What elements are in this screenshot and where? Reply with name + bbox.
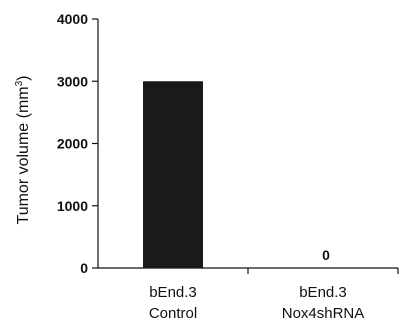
y-axis-title: Tumor volume (mm3) <box>14 76 32 225</box>
y-axis-title-superscript: 3 <box>14 80 25 86</box>
x-axis-labels: bEnd.3 Control bEnd.3 Nox4shRNA <box>149 268 399 322</box>
y-tick-label: 4000 <box>57 11 88 27</box>
bar <box>143 81 203 268</box>
y-tick-label: 0 <box>80 260 88 276</box>
x-category-label-line2: Nox4shRNA <box>282 305 365 322</box>
x-category-label-line1: bEnd.3 <box>299 284 347 301</box>
y-tick-label: 2000 <box>57 136 88 152</box>
x-category-label-line2: Control <box>149 305 197 322</box>
x-category-label-line1: bEnd.3 <box>149 284 197 301</box>
bars: 0 <box>143 81 330 268</box>
y-axis-ticks: 0 1000 2000 3000 4000 <box>57 11 98 276</box>
y-axis-title-main: Tumor volume (mm <box>15 86 32 224</box>
data-label: 0 <box>322 247 330 263</box>
y-axis-title-close: ) <box>15 76 32 81</box>
y-tick-label: 1000 <box>57 198 88 214</box>
y-tick-label: 3000 <box>57 73 88 89</box>
